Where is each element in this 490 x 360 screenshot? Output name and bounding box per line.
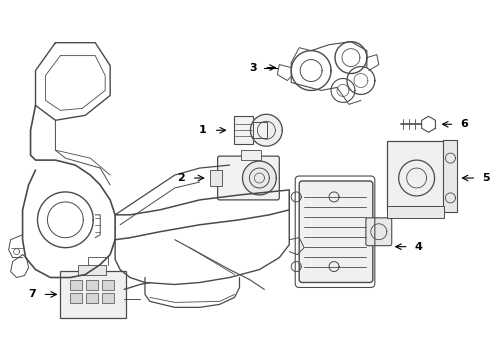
Bar <box>71 280 82 291</box>
FancyBboxPatch shape <box>299 181 373 283</box>
Bar <box>387 206 444 218</box>
Bar <box>102 280 114 291</box>
FancyBboxPatch shape <box>387 141 445 210</box>
Text: 4: 4 <box>415 242 422 252</box>
Polygon shape <box>243 161 276 195</box>
Bar <box>86 280 98 291</box>
FancyBboxPatch shape <box>218 156 279 200</box>
Bar <box>253 122 268 138</box>
FancyBboxPatch shape <box>366 218 392 246</box>
Bar <box>234 116 253 144</box>
Text: 3: 3 <box>249 63 257 73</box>
Text: 1: 1 <box>199 125 207 135</box>
Polygon shape <box>250 114 282 146</box>
Bar <box>210 170 221 186</box>
Bar <box>443 140 457 212</box>
Bar <box>102 293 114 303</box>
Bar <box>71 293 82 303</box>
Text: 7: 7 <box>28 289 36 300</box>
FancyBboxPatch shape <box>60 271 126 318</box>
Text: 2: 2 <box>177 173 185 183</box>
Bar <box>242 150 261 160</box>
Text: 6: 6 <box>461 119 468 129</box>
Bar <box>86 293 98 303</box>
Text: 5: 5 <box>483 173 490 183</box>
Bar <box>78 265 106 275</box>
